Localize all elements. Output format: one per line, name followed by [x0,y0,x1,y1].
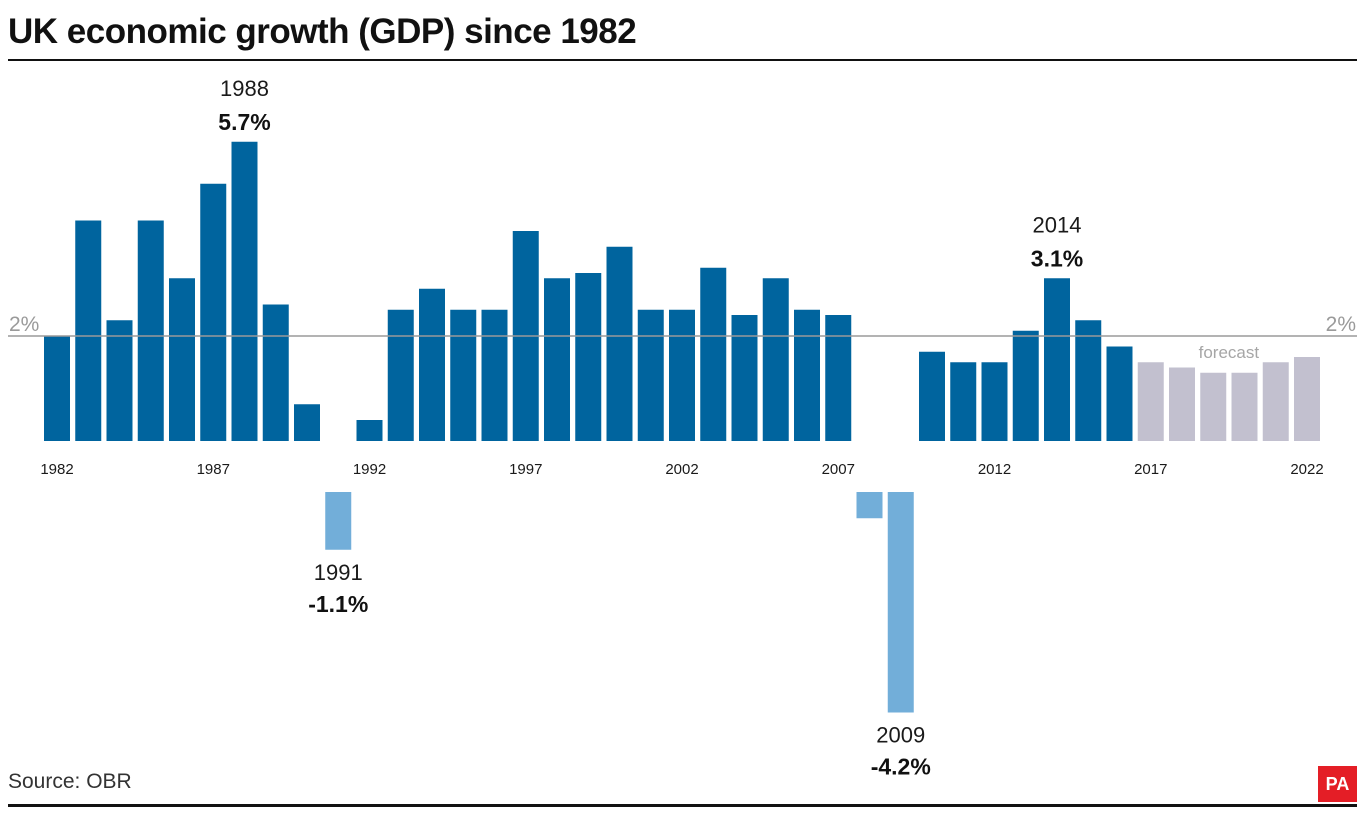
annotation-value-1991: -1.1% [308,591,368,617]
title-divider [8,59,1357,61]
bar-2018 [1169,367,1195,441]
bar-1992 [356,420,383,441]
annotation-value-1988: 5.7% [218,109,270,135]
pa-logo: PA [1318,766,1357,802]
footer-divider [8,804,1357,807]
chart-title: UK economic growth (GDP) since 1982 [8,12,637,51]
bar-1995 [450,309,477,441]
bar-2016 [1106,346,1133,441]
annotations: 1988 5.7% 1991 -1.1% 2009 -4.2% 2014 3.1% [218,76,1083,780]
bar-2020 [1231,372,1258,441]
annotation-year-1991: 1991 [314,560,363,585]
reference-label-left: 2% [9,313,39,336]
annotation-year-1988: 1988 [220,76,269,101]
x-tick-label: 1982 [40,461,73,478]
x-axis-ticks: 1982 1987 1992 1997 2002 2007 2012 2017 2022 [40,461,1323,478]
bar-2002 [669,309,695,441]
bar-2009 [887,492,914,713]
bar-1993 [387,309,414,441]
annotation-year-2009: 2009 [876,723,925,748]
bar-1999 [575,273,602,441]
bar-series [44,141,1320,713]
forecast-label: forecast [1199,343,1260,362]
bar-2022 [1294,357,1320,441]
reference-label-right: 2% [1326,313,1356,336]
annotation-year-2014: 2014 [1033,212,1082,237]
bar-2008 [856,492,883,519]
bar-1982 [44,336,70,441]
bar-2019 [1200,372,1227,441]
bar-2010 [919,351,945,441]
bar-1987 [200,183,227,441]
bar-2017 [1137,362,1164,441]
bar-1989 [262,304,289,441]
x-tick-label: 2017 [1134,461,1167,478]
bar-2001 [637,309,664,441]
bar-1988 [231,141,258,441]
bar-2014 [1044,278,1070,441]
bar-1998 [544,278,570,441]
x-tick-label: 2002 [665,461,698,478]
bar-2011 [950,362,977,441]
source-note: Source: OBR [8,770,132,793]
bar-2015 [1075,320,1102,441]
bar-1986 [169,278,195,441]
bar-1983 [75,220,102,441]
bar-2006 [794,309,820,441]
bar-2005 [762,278,789,441]
bar-1990 [294,404,320,441]
x-tick-label: 1987 [197,461,230,478]
bar-1984 [106,320,133,441]
bar-2012 [981,362,1008,441]
bar-1985 [137,220,164,441]
bar-1994 [419,288,445,441]
bar-2004 [731,315,758,441]
annotation-value-2009: -4.2% [871,754,931,780]
x-tick-label: 2012 [978,461,1011,478]
bar-2013 [1012,330,1039,441]
annotation-value-2014: 3.1% [1031,245,1083,271]
x-tick-label: 2022 [1290,461,1323,478]
bar-1991 [325,492,352,550]
bar-2000 [606,246,633,441]
x-tick-label: 2007 [822,461,855,478]
x-tick-label: 1997 [509,461,542,478]
bar-2003 [700,267,727,441]
bar-2007 [825,315,852,441]
bar-2021 [1262,362,1289,441]
x-tick-label: 1992 [353,461,386,478]
bar-1996 [481,309,508,441]
